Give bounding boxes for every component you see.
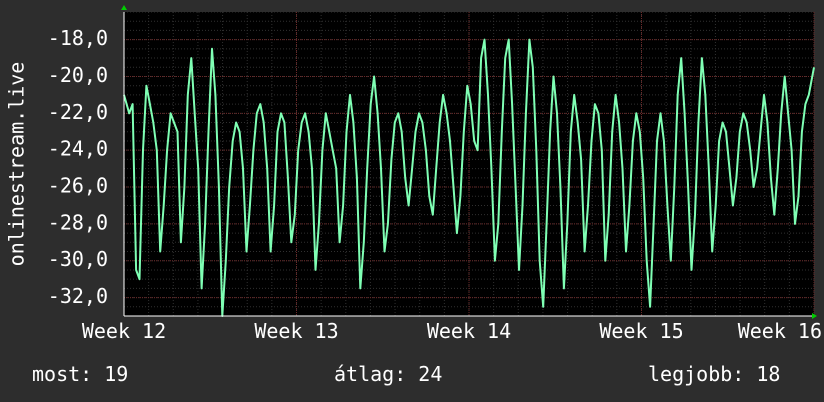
- y-tick-label: -18,0: [48, 26, 108, 50]
- y-tick-label: -32,0: [48, 284, 108, 308]
- rrd-chart: -18,0 -20,0 -22,0 -24,0 -26,0 -28,0 -30,0 -32,0…: [5, 5, 822, 343]
- y-tick-labels: -18,0 -20,0 -22,0 -24,0 -26,0 -28,0 -30,0 -32,0: [48, 26, 108, 308]
- axes-layer: [121, 5, 817, 319]
- y-axis-label: onlinestream.live: [5, 62, 29, 267]
- stat-best: legjobb: 18: [648, 362, 781, 386]
- x-axis-arrow: [812, 313, 817, 319]
- x-tick-labels: Week 12 Week 13 Week 14 Week 15 Week 16: [82, 319, 822, 343]
- grid-major-lines: [123, 12, 815, 316]
- y-tick-label: -30,0: [48, 247, 108, 271]
- series-layer: [123, 38, 815, 317]
- x-tick-label: Week 12: [82, 319, 166, 343]
- stat-average: átlag: 24: [334, 362, 443, 386]
- x-tick-label: Week 14: [427, 319, 511, 343]
- stat-current: most: 19: [32, 362, 129, 386]
- x-tick-label: Week 15: [599, 319, 683, 343]
- y-tick-label: -20,0: [48, 63, 108, 87]
- y-tick-label: -24,0: [48, 137, 108, 161]
- x-tick-label: Week 16: [738, 319, 822, 343]
- y-tick-label: -22,0: [48, 100, 108, 124]
- y-axis-arrow: [121, 5, 127, 10]
- series-line: [123, 38, 815, 317]
- x-tick-label: Week 13: [254, 319, 338, 343]
- y-tick-label: -28,0: [48, 210, 108, 234]
- y-tick-label: -26,0: [48, 174, 108, 198]
